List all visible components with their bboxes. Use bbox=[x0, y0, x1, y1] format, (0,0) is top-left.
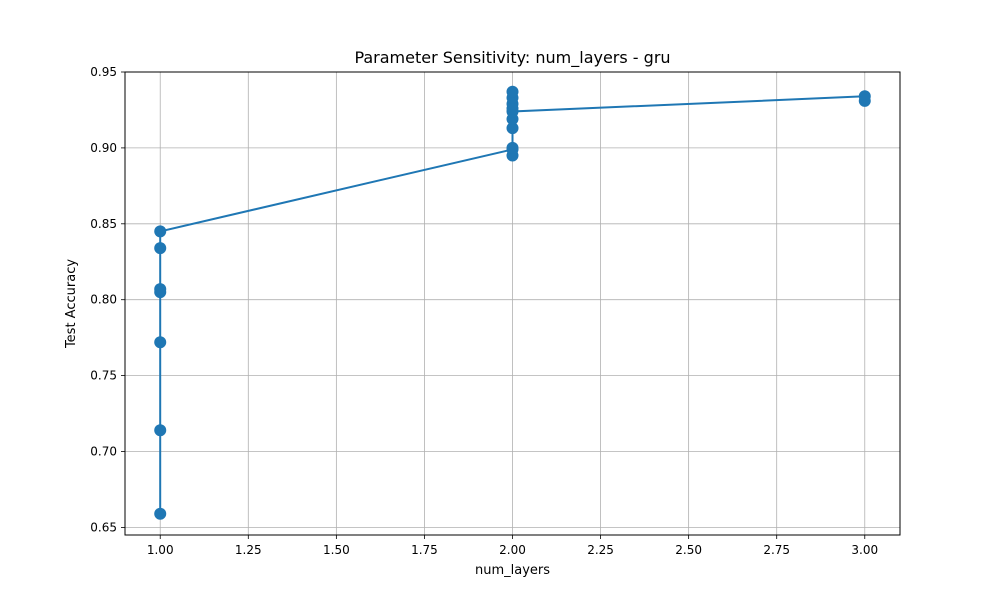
y-tick-label: 0.95 bbox=[90, 65, 117, 79]
y-axis-label: Test Accuracy bbox=[64, 259, 79, 349]
y-tick-label: 0.65 bbox=[90, 520, 117, 534]
y-tick-label: 0.80 bbox=[90, 293, 117, 307]
x-tick-label: 2.50 bbox=[675, 543, 702, 557]
data-point bbox=[506, 141, 519, 154]
x-tick-label: 3.00 bbox=[851, 543, 878, 557]
x-axis-label: num_layers bbox=[475, 563, 550, 578]
data-point bbox=[154, 424, 167, 437]
data-point bbox=[154, 283, 167, 296]
x-tick-label: 1.25 bbox=[235, 543, 262, 557]
chart-title: Parameter Sensitivity: num_layers - gru bbox=[354, 48, 670, 68]
series-layer bbox=[154, 85, 871, 520]
x-tick-label: 1.50 bbox=[323, 543, 350, 557]
x-axis-ticks: 1.00 1.25 1.50 1.75 2.00 2.25 2.50 2.75 3.00 bbox=[147, 535, 878, 557]
data-point bbox=[858, 94, 871, 107]
data-point bbox=[154, 336, 167, 349]
data-point bbox=[154, 225, 167, 238]
x-tick-label: 1.75 bbox=[411, 543, 438, 557]
y-tick-label: 0.85 bbox=[90, 217, 117, 231]
data-point bbox=[506, 85, 519, 98]
data-point bbox=[506, 122, 519, 135]
data-point bbox=[154, 242, 167, 255]
y-axis-ticks: 0.65 0.70 0.75 0.80 0.85 0.90 0.95 bbox=[90, 65, 125, 534]
y-tick-label: 0.75 bbox=[90, 369, 117, 383]
x-tick-label: 1.00 bbox=[147, 543, 174, 557]
y-tick-label: 0.90 bbox=[90, 141, 117, 155]
x-tick-label: 2.00 bbox=[499, 543, 526, 557]
data-point bbox=[154, 507, 167, 520]
y-tick-label: 0.70 bbox=[90, 445, 117, 459]
x-tick-label: 2.75 bbox=[763, 543, 790, 557]
x-tick-label: 2.25 bbox=[587, 543, 614, 557]
